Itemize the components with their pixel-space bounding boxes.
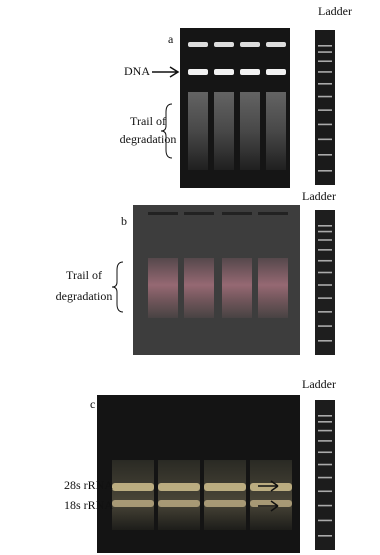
brace (111, 261, 124, 313)
ladder-band (318, 225, 332, 227)
ladder-band (318, 297, 332, 299)
band (240, 69, 260, 75)
panel-label: c (90, 397, 95, 411)
smear (148, 258, 178, 318)
band (266, 69, 286, 75)
arrow (258, 480, 279, 492)
ladder-band (318, 239, 332, 241)
ladder-band (318, 60, 332, 63)
band (204, 500, 246, 507)
ladder-band (318, 95, 332, 98)
annotation: Trail of (66, 268, 102, 282)
well (184, 212, 214, 215)
ladder-band (318, 519, 332, 522)
ladder-label: Ladder (318, 4, 352, 18)
band (214, 42, 234, 47)
ladder-band (318, 476, 332, 479)
ladder-band (318, 340, 332, 342)
annotation: 28s rRNA (64, 478, 113, 492)
band (250, 483, 292, 491)
ladder-band (318, 311, 332, 313)
smear (112, 460, 154, 530)
band (214, 69, 234, 75)
panel-label: b (121, 214, 127, 228)
smear (214, 92, 234, 170)
ladder-band (318, 45, 332, 47)
ladder-band (318, 249, 332, 251)
brace (160, 103, 173, 159)
ladder-band (318, 421, 332, 423)
ladder-b (315, 210, 335, 355)
ladder-band (318, 170, 332, 172)
ladder-band (318, 271, 332, 274)
band (240, 42, 260, 47)
ladder-band (318, 138, 332, 141)
annotation: degradation (56, 289, 113, 303)
arrow (152, 66, 180, 78)
smear (222, 258, 252, 318)
ladder-band (318, 109, 332, 111)
smear (188, 92, 208, 170)
ladder-band (318, 259, 332, 262)
smear (184, 258, 214, 318)
ladder-band (318, 440, 332, 442)
ladder-band (318, 451, 332, 454)
annotation: 18s rRNA (64, 498, 113, 512)
ladder-band (318, 284, 332, 286)
ladder-band (318, 490, 332, 493)
ladder-band (318, 535, 332, 537)
well (148, 212, 178, 215)
band (158, 483, 200, 491)
arrow (258, 500, 279, 512)
gel-images (97, 28, 335, 553)
smear (266, 92, 286, 170)
smear (258, 258, 288, 318)
annotation: Trail of (130, 114, 166, 128)
smear (240, 92, 260, 170)
band (188, 42, 208, 47)
ladder-band (318, 415, 332, 417)
band (204, 483, 246, 491)
panel-label: a (168, 32, 174, 46)
band (158, 500, 200, 507)
well (222, 212, 252, 215)
annotation: degradation (120, 132, 177, 146)
smear (158, 460, 200, 530)
band (112, 500, 154, 507)
ladder-band (318, 429, 332, 432)
ladder-band (318, 504, 332, 507)
ladder-label: Ladder (302, 377, 336, 391)
ladder-label: Ladder (302, 189, 336, 203)
band (188, 69, 208, 75)
band (266, 42, 286, 47)
ladder-band (318, 51, 332, 53)
ladder-band (318, 82, 332, 85)
well (258, 212, 288, 215)
smear (250, 460, 292, 530)
ladder-band (318, 153, 332, 156)
ladder-band (318, 325, 332, 327)
ladder-band (318, 71, 332, 73)
band (112, 483, 154, 491)
ladder-band (318, 123, 332, 126)
annotation: DNA (124, 64, 150, 78)
ladder-band (318, 230, 332, 233)
smear (204, 460, 246, 530)
ladder-c (315, 400, 335, 550)
ladder-a (315, 30, 335, 185)
ladder-band (318, 463, 332, 466)
